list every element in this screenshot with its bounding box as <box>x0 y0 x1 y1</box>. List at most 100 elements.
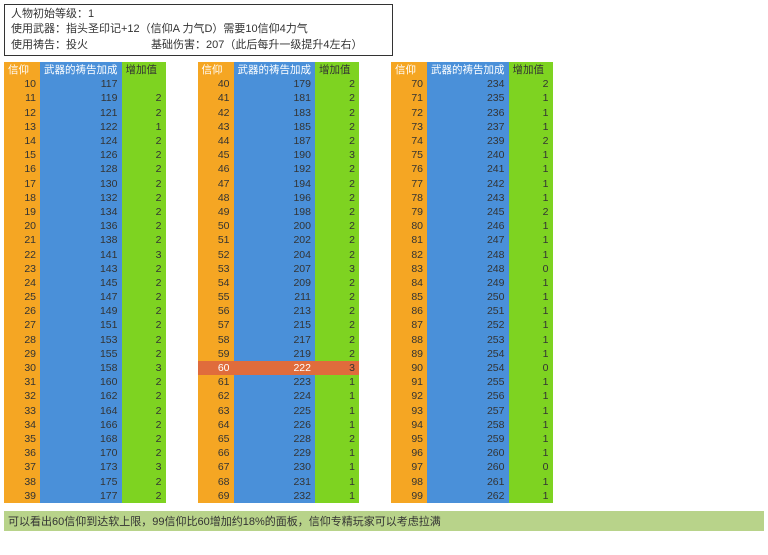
table-row: 712351 <box>391 91 553 105</box>
cell-faith: 15 <box>4 148 40 162</box>
cell-bonus: 223 <box>234 375 316 389</box>
cell-faith: 35 <box>4 432 40 446</box>
cell-inc: 2 <box>315 77 359 91</box>
cell-bonus: 247 <box>427 233 509 247</box>
cell-inc: 1 <box>315 474 359 488</box>
cell-faith: 95 <box>391 432 427 446</box>
table-row: 421832 <box>198 106 360 120</box>
cell-inc: 3 <box>122 460 166 474</box>
cell-inc: 1 <box>509 489 553 503</box>
table-row: 532073 <box>198 262 360 276</box>
cell-bonus: 194 <box>234 176 316 190</box>
cell-bonus: 155 <box>40 347 122 361</box>
table-row: 171302 <box>4 176 166 190</box>
table-row: 792452 <box>391 205 553 219</box>
table-row: 251472 <box>4 290 166 304</box>
cell-bonus: 213 <box>234 304 316 318</box>
cell-faith: 46 <box>198 162 234 176</box>
cell-bonus: 237 <box>427 120 509 134</box>
cell-inc: 2 <box>122 262 166 276</box>
data-table-1: 信仰武器的祷告加成增加值4017924118124218324318524418… <box>198 62 360 503</box>
cell-faith: 77 <box>391 176 427 190</box>
cell-faith: 26 <box>4 304 40 318</box>
table-row: 201362 <box>4 219 166 233</box>
cell-faith: 53 <box>198 262 234 276</box>
table-row: 121212 <box>4 106 166 120</box>
header-bonus: 武器的祷告加成 <box>40 62 122 77</box>
cell-faith: 47 <box>198 176 234 190</box>
cell-bonus: 240 <box>427 148 509 162</box>
table-row: 602223 <box>198 361 360 375</box>
info-box: 人物初始等级：1 使用武器：指头圣印记+12（信仰A 力气D）需要10信仰4力气… <box>4 4 393 56</box>
cell-inc: 2 <box>315 276 359 290</box>
cell-inc: 2 <box>122 432 166 446</box>
cell-inc: 2 <box>315 219 359 233</box>
cell-inc: 2 <box>122 389 166 403</box>
table-row: 562132 <box>198 304 360 318</box>
cell-inc: 2 <box>315 134 359 148</box>
cell-bonus: 160 <box>40 375 122 389</box>
cell-inc: 1 <box>509 191 553 205</box>
cell-faith: 32 <box>4 389 40 403</box>
cell-bonus: 226 <box>234 418 316 432</box>
cell-bonus: 200 <box>234 219 316 233</box>
table-row: 862511 <box>391 304 553 318</box>
cell-inc: 1 <box>509 347 553 361</box>
cell-inc: 1 <box>509 389 553 403</box>
table-row: 752401 <box>391 148 553 162</box>
cell-bonus: 126 <box>40 148 122 162</box>
cell-faith: 49 <box>198 205 234 219</box>
cell-faith: 20 <box>4 219 40 233</box>
header-inc: 增加值 <box>315 62 359 77</box>
cell-inc: 1 <box>509 176 553 190</box>
cell-bonus: 153 <box>40 333 122 347</box>
cell-faith: 81 <box>391 233 427 247</box>
table-row: 161282 <box>4 162 166 176</box>
cell-bonus: 168 <box>40 432 122 446</box>
cell-inc: 2 <box>315 233 359 247</box>
cell-inc: 2 <box>122 474 166 488</box>
cell-faith: 99 <box>391 489 427 503</box>
cell-bonus: 162 <box>40 389 122 403</box>
table-row: 992621 <box>391 489 553 503</box>
table-row: 331642 <box>4 403 166 417</box>
cell-faith: 25 <box>4 290 40 304</box>
cell-faith: 68 <box>198 474 234 488</box>
cell-bonus: 164 <box>40 403 122 417</box>
table-row: 371733 <box>4 460 166 474</box>
table-row: 431852 <box>198 120 360 134</box>
cell-faith: 59 <box>198 347 234 361</box>
cell-inc: 2 <box>122 403 166 417</box>
info-line1: 人物初始等级：1 <box>11 7 118 22</box>
cell-faith: 13 <box>4 120 40 134</box>
cell-bonus: 261 <box>427 474 509 488</box>
info-line3b: 基础伤害：207（此后每升一级提升4左右） <box>151 38 386 53</box>
cell-faith: 24 <box>4 276 40 290</box>
cell-faith: 50 <box>198 219 234 233</box>
table-row: 491982 <box>198 205 360 219</box>
cell-faith: 39 <box>4 489 40 503</box>
cell-bonus: 151 <box>40 318 122 332</box>
cell-inc: 1 <box>509 418 553 432</box>
cell-inc: 3 <box>315 262 359 276</box>
cell-faith: 58 <box>198 333 234 347</box>
cell-bonus: 209 <box>234 276 316 290</box>
cell-inc: 1 <box>315 489 359 503</box>
cell-inc: 2 <box>122 418 166 432</box>
cell-inc: 0 <box>509 262 553 276</box>
table-row: 872521 <box>391 318 553 332</box>
cell-inc: 2 <box>315 347 359 361</box>
cell-bonus: 198 <box>234 205 316 219</box>
table-row: 622241 <box>198 389 360 403</box>
cell-bonus: 243 <box>427 191 509 205</box>
table-row: 381752 <box>4 474 166 488</box>
cell-bonus: 134 <box>40 205 122 219</box>
cell-bonus: 245 <box>427 205 509 219</box>
table-row: 522042 <box>198 247 360 261</box>
cell-faith: 51 <box>198 233 234 247</box>
cell-bonus: 224 <box>234 389 316 403</box>
cell-faith: 82 <box>391 247 427 261</box>
cell-faith: 18 <box>4 191 40 205</box>
table-row: 672301 <box>198 460 360 474</box>
cell-faith: 37 <box>4 460 40 474</box>
